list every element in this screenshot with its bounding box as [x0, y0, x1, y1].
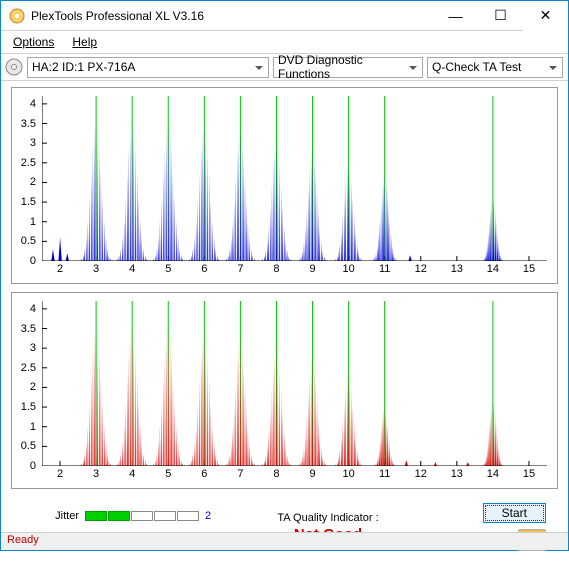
window-title: PlexTools Professional XL V3.16 — [31, 9, 433, 23]
content-area: 00.511.522.533.54 23456789101112131415 0… — [1, 81, 568, 563]
disc-icon — [5, 58, 23, 76]
chart-bottom: 00.511.522.533.54 23456789101112131415 — [11, 292, 558, 489]
menu-help[interactable]: Help — [64, 33, 105, 51]
minimize-button[interactable]: — — [433, 1, 478, 31]
toolbar: HA:2 ID:1 PX-716A DVD Diagnostic Functio… — [1, 53, 568, 81]
mode-select[interactable]: DVD Diagnostic Functions — [273, 57, 423, 78]
menu-options[interactable]: Options — [5, 33, 62, 51]
start-button[interactable]: Start — [483, 503, 546, 523]
close-button[interactable]: ✕ — [523, 1, 568, 31]
jitter-label: Jitter — [23, 510, 85, 522]
menubar: Options Help — [1, 31, 568, 53]
chart-top: 00.511.522.533.54 23456789101112131415 — [11, 87, 558, 284]
jitter-row: Jitter 2 — [23, 506, 243, 526]
status-text: Ready — [7, 534, 39, 546]
jitter-value: 2 — [205, 510, 211, 522]
test-select[interactable]: Q-Check TA Test — [427, 57, 563, 78]
maximize-button[interactable]: ☐ — [478, 1, 523, 31]
mode-select-value: DVD Diagnostic Functions — [278, 53, 404, 81]
app-icon — [9, 8, 25, 24]
drive-select-value: HA:2 ID:1 PX-716A — [32, 60, 135, 74]
statusbar: Ready — [1, 532, 568, 550]
quality-label: TA Quality Indicator : — [243, 512, 413, 524]
test-select-value: Q-Check TA Test — [432, 60, 521, 74]
titlebar: PlexTools Professional XL V3.16 — ☐ ✕ — [1, 1, 568, 31]
drive-select[interactable]: HA:2 ID:1 PX-716A — [27, 57, 269, 78]
